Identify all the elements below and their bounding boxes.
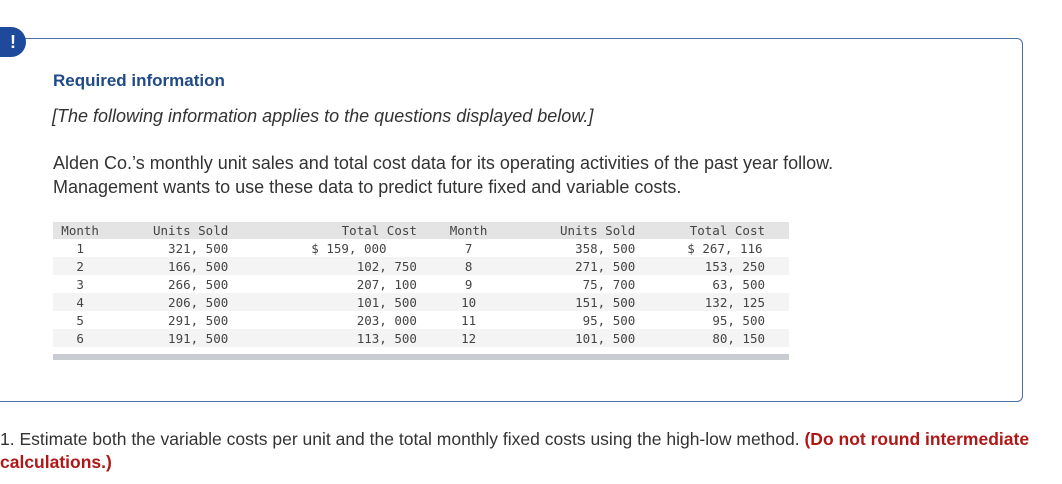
column-header: Total Cost bbox=[657, 222, 789, 239]
table-footer-bar bbox=[53, 354, 789, 360]
table-cell: 95, 500 bbox=[712, 312, 765, 328]
table-header-row: Month Units Sold Total Cost Month Units … bbox=[53, 222, 789, 239]
section-subheading: [The following information applies to th… bbox=[52, 106, 594, 126]
table-cell: $ 267, 116 bbox=[687, 240, 763, 256]
table-cell: 132, 125 bbox=[657, 293, 789, 311]
table-row: 3 266, 500 207, 100 9 75, 700 63, 500 bbox=[53, 275, 789, 293]
table-cell: 3 bbox=[76, 276, 84, 292]
column-header: Total Cost bbox=[256, 222, 423, 239]
table-cell: 80, 150 bbox=[657, 329, 789, 347]
table-cell: 9 bbox=[464, 276, 473, 292]
column-header: Units Sold bbox=[107, 222, 257, 239]
section-heading: Required information bbox=[53, 71, 225, 90]
table-row: 4 206, 500 101, 500 10 151, 500 132, 125 bbox=[53, 293, 789, 311]
table-cell: 271, 500 bbox=[514, 257, 658, 275]
table-cell: 102, 750 bbox=[256, 257, 423, 275]
table-cell: 101, 500 bbox=[514, 329, 658, 347]
table-cell: 4 bbox=[53, 293, 108, 311]
table-row: 2 166, 500 102, 750 8 271, 500 153, 250 bbox=[53, 257, 789, 275]
table-cell: 11 bbox=[461, 312, 477, 328]
table-cell: 2 bbox=[53, 257, 108, 275]
column-header: Units Sold bbox=[514, 222, 658, 239]
table-row: 6 191, 500 113, 500 12 101, 500 80, 150 bbox=[53, 329, 789, 347]
table-cell: 321, 500 bbox=[168, 240, 229, 256]
question-prompt: 1. Estimate both the variable costs per … bbox=[0, 429, 800, 449]
question-text: 1. Estimate both the variable costs per … bbox=[0, 428, 1040, 474]
intro-line-1: Alden Co.’s monthly unit sales and total… bbox=[53, 153, 834, 173]
question-instruction: (Do not round intermediate calculations.… bbox=[0, 429, 1030, 472]
table-cell: 203, 000 bbox=[356, 312, 417, 328]
table-cell: 166, 500 bbox=[107, 257, 257, 275]
table-cell: 153, 250 bbox=[657, 257, 789, 275]
table-cell: 101, 500 bbox=[256, 293, 423, 311]
column-header: Month bbox=[422, 222, 515, 239]
cost-data-table: Month Units Sold Total Cost Month Units … bbox=[53, 222, 789, 347]
table-cell: 95, 500 bbox=[582, 312, 636, 328]
table-cell: 63, 500 bbox=[712, 276, 765, 292]
table-cell: 151, 500 bbox=[514, 293, 658, 311]
table-cell: 12 bbox=[422, 329, 515, 347]
table-cell: 291, 500 bbox=[168, 312, 229, 328]
intro-line-2: Management wants to use these data to pr… bbox=[53, 177, 682, 197]
column-header: Month bbox=[53, 222, 108, 239]
table-cell: 1 bbox=[76, 240, 84, 256]
table-cell: 6 bbox=[53, 329, 108, 347]
table-cell: 266, 500 bbox=[168, 276, 229, 292]
table-cell: 207, 100 bbox=[356, 276, 417, 292]
intro-text: Alden Co.’s monthly unit sales and total… bbox=[53, 151, 993, 199]
table-cell: 206, 500 bbox=[107, 293, 257, 311]
table-cell: 75, 700 bbox=[582, 276, 636, 292]
alert-icon: ! bbox=[0, 27, 26, 57]
table-cell: 8 bbox=[422, 257, 515, 275]
table-cell: 10 bbox=[422, 293, 515, 311]
table-row: 1 321, 500 $ 159, 000 7 358, 500 $ 267, … bbox=[53, 239, 789, 257]
table-cell: 7 bbox=[464, 240, 473, 256]
table-row: 5 291, 500 203, 000 11 95, 500 95, 500 bbox=[53, 311, 789, 329]
table-cell: 113, 500 bbox=[256, 329, 423, 347]
table-cell: 358, 500 bbox=[575, 240, 636, 256]
table-cell: 5 bbox=[76, 312, 84, 328]
table-cell: $ 159, 000 bbox=[311, 240, 387, 256]
table-cell: 191, 500 bbox=[107, 329, 257, 347]
info-panel bbox=[0, 38, 1023, 402]
